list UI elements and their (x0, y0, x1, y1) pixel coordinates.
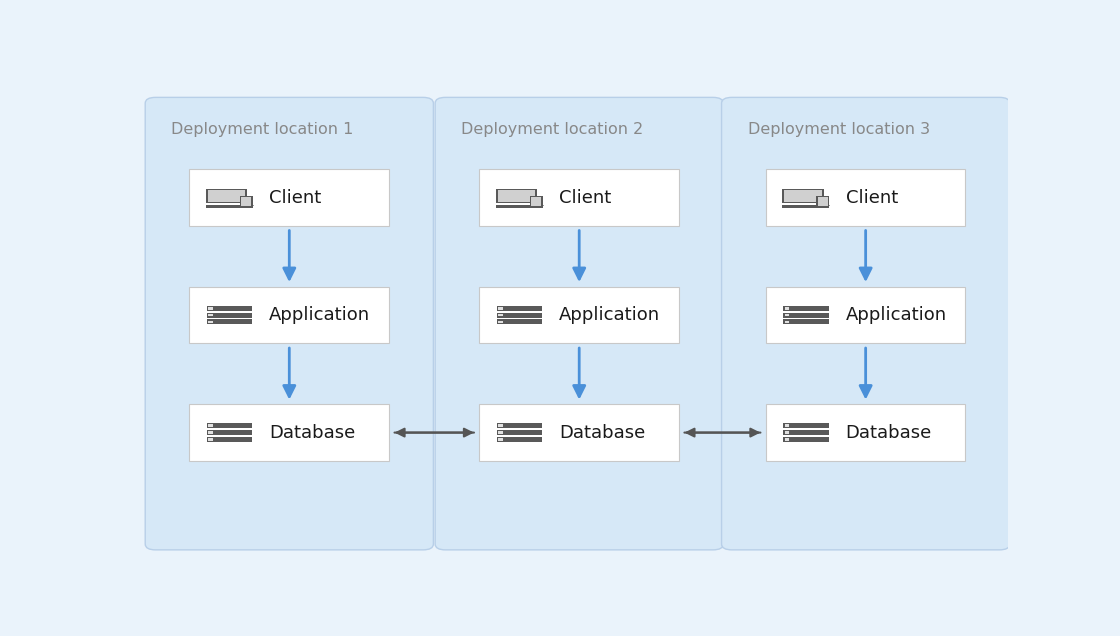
Bar (208, 321, 213, 323)
Bar (498, 321, 503, 323)
Bar (783, 430, 829, 435)
Bar (784, 321, 790, 323)
Bar (496, 430, 542, 435)
Bar (240, 196, 253, 206)
Bar (498, 438, 503, 441)
Text: Deployment location 1: Deployment location 1 (171, 122, 354, 137)
Bar (498, 424, 503, 427)
Bar (206, 424, 252, 428)
Text: Application: Application (269, 306, 371, 324)
Bar (784, 190, 822, 202)
FancyBboxPatch shape (479, 404, 679, 460)
FancyBboxPatch shape (766, 169, 965, 226)
Bar (496, 306, 542, 310)
Bar (207, 190, 245, 202)
Bar (206, 437, 252, 442)
Bar (496, 313, 542, 317)
Bar (783, 437, 829, 442)
Bar (783, 319, 829, 324)
Bar (784, 424, 790, 427)
Bar (206, 319, 252, 324)
FancyBboxPatch shape (479, 169, 679, 226)
Bar (496, 424, 542, 428)
Bar (496, 205, 543, 208)
Bar (206, 306, 252, 310)
Bar (783, 313, 829, 317)
Bar (496, 437, 542, 442)
FancyBboxPatch shape (189, 287, 389, 343)
Bar (784, 431, 790, 434)
Text: Database: Database (559, 424, 645, 441)
FancyBboxPatch shape (479, 287, 679, 343)
Bar (784, 314, 790, 316)
Bar (206, 430, 252, 435)
Text: Client: Client (269, 188, 321, 207)
Text: Application: Application (559, 306, 661, 324)
Bar (496, 319, 542, 324)
FancyBboxPatch shape (189, 404, 389, 460)
Bar (531, 197, 541, 205)
Bar (782, 205, 830, 208)
Text: Client: Client (559, 188, 612, 207)
Text: Client: Client (846, 188, 898, 207)
Bar (783, 424, 829, 428)
Bar (208, 314, 213, 316)
Bar (206, 313, 252, 317)
Bar (782, 189, 824, 204)
Bar (206, 189, 248, 204)
Text: Application: Application (846, 306, 946, 324)
Bar (208, 424, 213, 427)
FancyBboxPatch shape (721, 97, 1010, 550)
Bar (498, 314, 503, 316)
Text: Deployment location 2: Deployment location 2 (461, 122, 643, 137)
Bar (498, 307, 503, 310)
Bar (208, 438, 213, 441)
Bar (784, 438, 790, 441)
Bar (498, 431, 503, 434)
Bar (206, 205, 253, 208)
Bar (242, 197, 251, 205)
Text: Deployment location 3: Deployment location 3 (748, 122, 930, 137)
FancyBboxPatch shape (766, 404, 965, 460)
Text: Database: Database (269, 424, 355, 441)
Bar (784, 307, 790, 310)
FancyBboxPatch shape (435, 97, 724, 550)
FancyBboxPatch shape (189, 169, 389, 226)
Bar (208, 431, 213, 434)
Bar (496, 189, 538, 204)
Bar (208, 307, 213, 310)
FancyBboxPatch shape (766, 287, 965, 343)
Bar (816, 196, 829, 206)
Bar (818, 197, 828, 205)
Bar (530, 196, 542, 206)
FancyBboxPatch shape (146, 97, 433, 550)
Bar (783, 306, 829, 310)
Bar (497, 190, 535, 202)
Text: Database: Database (846, 424, 932, 441)
